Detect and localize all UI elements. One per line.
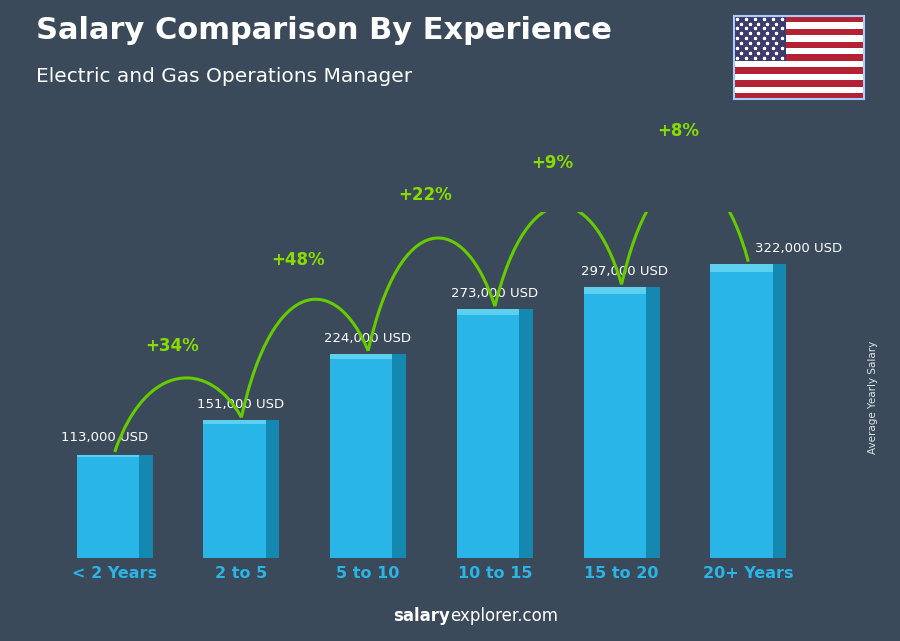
Bar [646,287,660,558]
Bar [734,35,864,42]
Bar [203,420,266,558]
Bar [734,29,864,35]
Text: 322,000 USD: 322,000 USD [754,242,842,255]
Text: Average Yearly Salary: Average Yearly Salary [868,341,878,454]
Text: salary: salary [393,607,450,625]
Text: +22%: +22% [399,187,452,204]
Text: 297,000 USD: 297,000 USD [581,265,668,278]
Text: +9%: +9% [531,154,573,172]
Bar [583,287,646,294]
Bar [710,264,772,558]
Bar [734,54,864,61]
Text: explorer.com: explorer.com [450,607,558,625]
Bar [519,309,533,558]
Bar [330,354,392,359]
Bar [734,42,864,48]
Bar [76,454,139,558]
Bar [734,74,864,80]
Text: Electric and Gas Operations Manager: Electric and Gas Operations Manager [36,67,412,87]
Bar [734,87,864,93]
Bar [457,309,519,315]
Bar [772,264,787,558]
Bar [734,16,786,61]
Bar [583,287,646,558]
Bar [392,354,406,558]
Bar [734,22,864,29]
Bar [139,454,153,558]
Bar [203,420,266,424]
Bar [266,420,279,558]
Bar [710,264,772,272]
Bar [734,67,864,74]
Text: 224,000 USD: 224,000 USD [324,331,410,344]
Bar [734,48,864,54]
Bar [457,309,519,558]
Bar [330,354,392,558]
Text: 273,000 USD: 273,000 USD [451,287,537,300]
Text: Salary Comparison By Experience: Salary Comparison By Experience [36,16,612,45]
Bar [76,454,139,457]
Bar [734,61,864,67]
Bar [734,93,864,99]
Text: +48%: +48% [272,251,325,269]
Text: 151,000 USD: 151,000 USD [197,398,284,411]
Text: +8%: +8% [658,122,699,140]
Bar [734,16,864,22]
Text: +34%: +34% [145,337,199,356]
Bar [734,80,864,87]
Text: 113,000 USD: 113,000 USD [61,431,148,444]
